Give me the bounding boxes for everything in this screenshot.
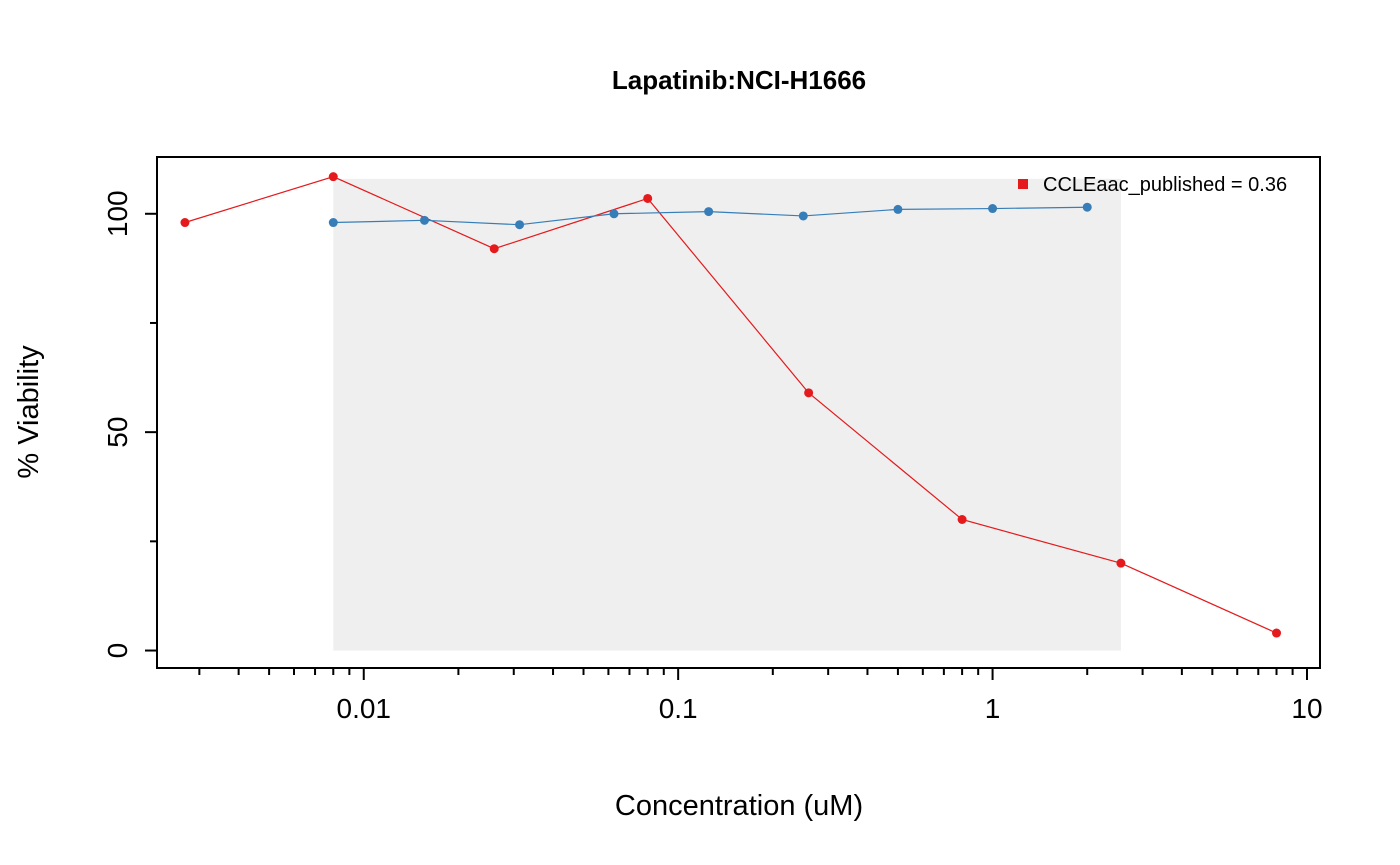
series-1-line bbox=[184, 176, 1277, 634]
y-tick-label: 50 bbox=[102, 417, 133, 448]
plot-frame bbox=[156, 156, 1321, 669]
shaded-concentration-range bbox=[333, 178, 1121, 651]
series-2 bbox=[328, 202, 1092, 230]
series-1-point bbox=[1272, 628, 1282, 638]
series-2-point bbox=[515, 220, 525, 230]
x-tick-label: 0.1 bbox=[659, 693, 698, 724]
series-2-point bbox=[988, 204, 998, 214]
y-axis-label: % Viability bbox=[13, 345, 45, 479]
series-2-point bbox=[1082, 202, 1092, 212]
series-1-point bbox=[328, 172, 338, 182]
series-2-point bbox=[893, 204, 903, 214]
x-tick-label: 1 bbox=[985, 693, 1001, 724]
series-2-point bbox=[704, 207, 714, 217]
y-tick-label: 0 bbox=[102, 643, 133, 659]
series-layer bbox=[180, 172, 1282, 638]
x-axis-label: Concentration (uM) bbox=[615, 790, 863, 822]
legend-marker bbox=[1018, 179, 1028, 189]
legend: CCLEaac_published = 0.36 bbox=[1018, 174, 1287, 196]
series-1-point bbox=[643, 193, 653, 203]
series-1-point bbox=[180, 218, 190, 228]
legend-label: CCLEaac_published = 0.36 bbox=[1043, 174, 1287, 196]
y-tick-label: 100 bbox=[102, 190, 133, 237]
x-tick-label: 10 bbox=[1291, 693, 1322, 724]
series-1-point bbox=[804, 388, 814, 398]
series-2-point bbox=[609, 209, 619, 219]
chart-title: Lapatinib:NCI-H1666 bbox=[612, 65, 866, 95]
x-tick-label: 0.01 bbox=[337, 693, 392, 724]
series-2-point bbox=[798, 211, 808, 221]
series-1-point bbox=[1116, 558, 1126, 568]
series-2-point bbox=[419, 215, 429, 225]
shaded-region-rect bbox=[333, 178, 1121, 651]
series-1 bbox=[180, 172, 1282, 638]
series-1-point bbox=[957, 515, 967, 525]
series-2-point bbox=[328, 218, 338, 228]
series-1-point bbox=[489, 244, 499, 254]
